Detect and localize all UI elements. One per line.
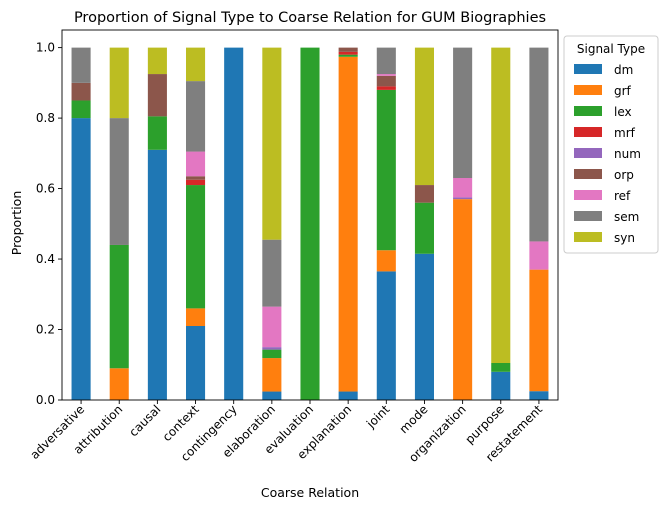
bar-segment-evaluation-lex	[300, 47, 320, 401]
bar-segment-causal-syn	[147, 47, 167, 75]
legend-swatch-grf	[574, 85, 602, 95]
bar-segment-joint-grf	[376, 250, 396, 272]
bar-segment-context-sem	[186, 81, 206, 152]
bar-segment-attribution-syn	[109, 47, 129, 119]
bar-segment-restatement-dm	[529, 391, 549, 400]
bar-segment-context-orp	[186, 176, 206, 180]
legend-label-num: num	[614, 147, 641, 161]
bar-segment-mode-lex	[414, 202, 434, 254]
bar-segment-explanation-lex	[338, 54, 358, 57]
chart-title: Proportion of Signal Type to Coarse Rela…	[74, 10, 546, 26]
y-tick-label: 0.4	[36, 252, 55, 266]
bar-segment-purpose-syn	[491, 47, 511, 364]
bar-segment-adversative-orp	[71, 82, 91, 101]
bar-segment-adversative-dm	[71, 118, 91, 400]
bar-segment-elaboration-syn	[262, 47, 282, 240]
bar-segment-mode-syn	[414, 47, 434, 186]
bars-group	[71, 47, 549, 401]
bar-segment-organization-ref	[453, 178, 473, 198]
y-tick-label: 1.0	[36, 41, 55, 55]
legend-swatch-orp	[574, 169, 602, 179]
legend-swatch-ref	[574, 190, 602, 200]
bar-segment-purpose-lex	[491, 363, 511, 372]
legend-label-grf: grf	[614, 84, 632, 98]
legend-label-sem: sem	[614, 210, 639, 224]
x-tick-label-causal: causal	[126, 402, 163, 439]
bar-segment-context-mrf	[186, 179, 206, 186]
legend-label-orp: orp	[614, 168, 634, 182]
legend-swatch-sem	[574, 211, 602, 221]
bar-segment-elaboration-sem	[262, 239, 282, 307]
bar-segment-restatement-grf	[529, 269, 549, 392]
legend: Signal Type dm grf lex mrf num orp ref sem syn	[563, 35, 659, 254]
bar-segment-context-ref	[186, 151, 206, 177]
bar-segment-context-syn	[186, 47, 206, 82]
bar-segment-explanation-grf	[338, 56, 358, 392]
bar-segment-mode-orp	[414, 185, 434, 203]
legend-swatch-dm	[574, 64, 602, 74]
axes-group: 0.00.20.40.60.81.0adversativeattribution…	[27, 29, 559, 465]
bar-segment-causal-dm	[147, 149, 167, 400]
y-tick-label: 0.0	[36, 393, 55, 407]
bar-segment-organization-grf	[453, 199, 473, 400]
bar-segment-elaboration-ref	[262, 306, 282, 348]
legend-title: Signal Type	[577, 42, 645, 56]
y-tick-label: 0.2	[36, 323, 55, 337]
bar-segment-joint-ref	[376, 74, 396, 76]
bar-segment-explanation-orp	[338, 47, 358, 52]
legend-label-lex: lex	[614, 105, 632, 119]
x-tick-label-joint: joint	[363, 402, 392, 431]
bar-segment-elaboration-grf	[262, 358, 282, 392]
bar-segment-context-dm	[186, 326, 206, 400]
bar-segment-elaboration-num	[262, 347, 282, 350]
bar-segment-restatement-ref	[529, 241, 549, 270]
bar-segment-mode-dm	[414, 253, 434, 400]
bar-segment-organization-num	[453, 197, 473, 200]
bar-segment-attribution-lex	[109, 244, 129, 369]
legend-swatch-num	[574, 148, 602, 158]
bar-segment-contingency-dm	[224, 47, 244, 401]
legend-label-ref: ref	[614, 189, 631, 203]
bar-segment-joint-sem	[376, 47, 396, 75]
bar-segment-restatement-sem	[529, 47, 549, 242]
bar-segment-explanation-dm	[338, 391, 358, 400]
bar-segment-joint-dm	[376, 271, 396, 400]
legend-swatch-lex	[574, 106, 602, 116]
legend-label-syn: syn	[614, 231, 635, 245]
bar-segment-elaboration-lex	[262, 349, 282, 359]
legend-label-mrf: mrf	[614, 126, 636, 140]
x-tick-label-mode: mode	[397, 402, 431, 436]
x-axis-label: Coarse Relation	[261, 485, 359, 500]
bar-segment-joint-orp	[376, 75, 396, 87]
bar-segment-adversative-lex	[71, 100, 91, 119]
bar-segment-organization-sem	[453, 47, 473, 179]
legend-swatch-syn	[574, 232, 602, 242]
y-axis-label: Proportion	[9, 191, 24, 256]
bar-segment-causal-orp	[147, 74, 167, 117]
y-tick-label: 0.8	[36, 111, 55, 125]
bar-segment-elaboration-dm	[262, 391, 282, 400]
bar-segment-joint-mrf	[376, 86, 396, 90]
bar-segment-causal-lex	[147, 116, 167, 150]
bar-segment-explanation-mrf	[338, 51, 358, 55]
bar-segment-attribution-sem	[109, 118, 129, 245]
legend-label-dm: dm	[614, 63, 633, 77]
bar-segment-adversative-sem	[71, 47, 91, 83]
bar-segment-attribution-grf	[109, 368, 129, 400]
bar-segment-purpose-dm	[491, 371, 511, 400]
bar-segment-context-lex	[186, 185, 206, 309]
bar-segment-context-grf	[186, 308, 206, 326]
y-tick-label: 0.6	[36, 182, 55, 196]
legend-swatch-mrf	[574, 127, 602, 137]
bar-segment-joint-lex	[376, 89, 396, 251]
